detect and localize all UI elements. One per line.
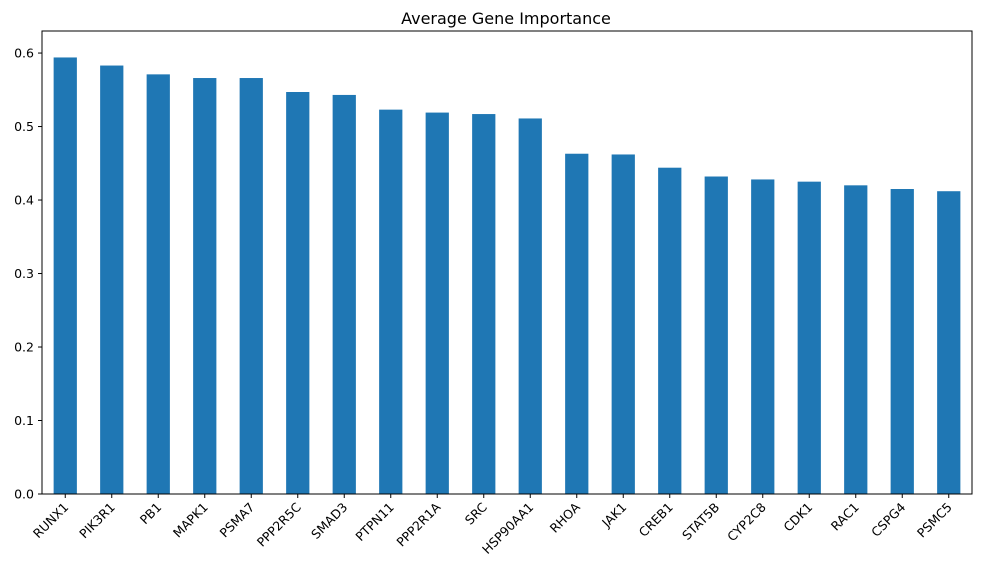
y-tick-label: 0.4 (14, 193, 34, 208)
y-tick-label: 0.1 (14, 413, 34, 428)
y-tick-label: 0.5 (14, 119, 34, 134)
bar-rhoa (565, 153, 589, 495)
x-tick-label: CSPG4 (868, 499, 908, 539)
bar-runx1 (53, 57, 77, 495)
bars (53, 57, 961, 495)
x-tick-label: MAPK1 (170, 500, 211, 541)
x-tick-label: RHOA (547, 499, 584, 536)
bar-stat5b (704, 176, 728, 494)
x-tick-label: PPP2R5C (254, 499, 304, 549)
bar-pb1 (146, 74, 170, 495)
bar-cspg4 (890, 189, 914, 494)
bar-hsp90aa1 (518, 118, 542, 495)
bar-creb1 (658, 167, 682, 494)
x-tick-label: RUNX1 (30, 500, 72, 542)
x-tick-label: PSMA7 (217, 500, 258, 541)
y-tick-label: 0.6 (14, 46, 34, 61)
y-axis: 0.0 0.1 0.2 0.3 0.4 0.5 0.6 (14, 46, 42, 502)
chart-title: Average Gene Importance (401, 9, 611, 28)
plot-frame (41, 30, 973, 495)
bar-pik3r1 (100, 65, 124, 494)
y-tick-label: 0.0 (14, 487, 34, 502)
bar-rac1 (844, 185, 868, 494)
x-tick-label: PTPN11 (352, 500, 397, 545)
x-tick-label: PPP2R1A (393, 499, 443, 549)
bar-cyp2c8 (751, 179, 775, 494)
bar-ppp2r5c (286, 92, 310, 494)
y-tick-label: 0.3 (14, 266, 34, 281)
x-tick-label: CREB1 (636, 500, 676, 540)
bar-jak1 (611, 154, 635, 494)
x-tick-label: CYP2C8 (724, 499, 769, 544)
bar-cdk1 (797, 181, 821, 494)
bar-ppp2r1a (425, 112, 449, 494)
y-tick-label: 0.2 (14, 340, 34, 355)
x-tick-label: JAK1 (598, 500, 629, 531)
x-tick-label: PIK3R1 (76, 500, 118, 542)
bar-psmc5 (937, 191, 961, 494)
x-tick-label: PB1 (137, 500, 165, 528)
bar-smad3 (332, 94, 356, 494)
x-tick-label: PSMC5 (914, 500, 955, 541)
x-tick-label: SRC (462, 499, 490, 527)
x-tick-label: CDK1 (780, 500, 815, 535)
bar-mapk1 (193, 78, 217, 494)
bar-psma7 (239, 78, 263, 494)
bar-ptpn11 (379, 109, 403, 494)
x-tick-label: SMAD3 (308, 500, 350, 542)
x-tick-label: RAC1 (828, 500, 862, 534)
x-tick-label: STAT5B (679, 500, 722, 543)
bar-src (472, 114, 496, 495)
